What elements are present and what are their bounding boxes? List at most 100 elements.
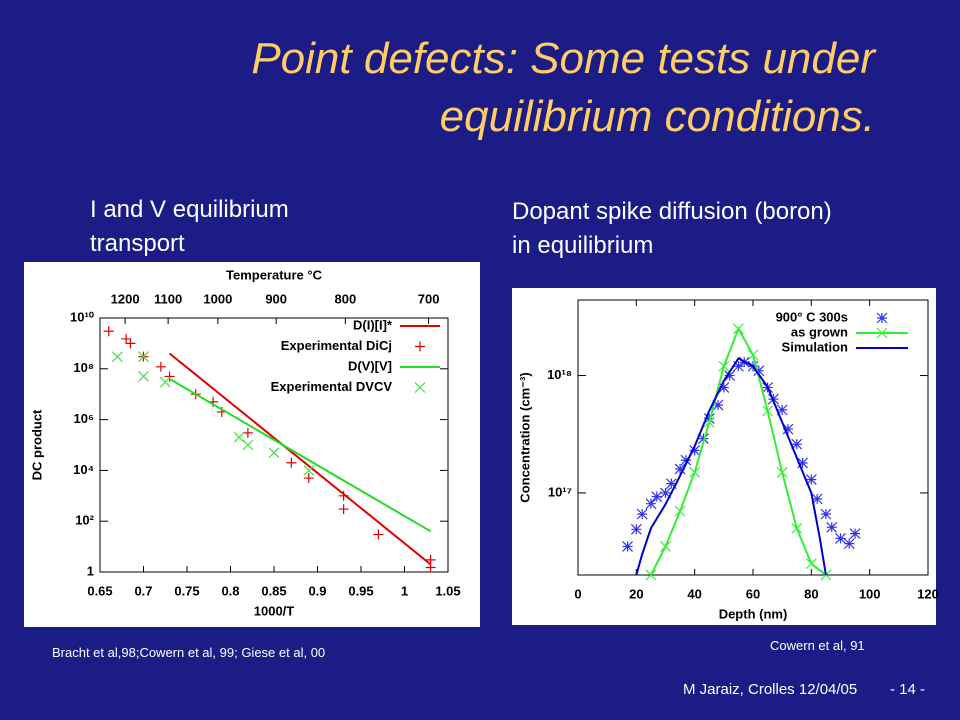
data-point (645, 569, 657, 581)
x2-tick-label: 800 (334, 291, 356, 306)
data-point (835, 532, 846, 544)
legend-marker (415, 341, 425, 352)
data-point (747, 349, 759, 361)
data-point (732, 323, 744, 335)
x-tick-label: 80 (804, 586, 818, 601)
data-point (724, 370, 736, 381)
legend-marker (876, 312, 888, 324)
x2-tick-label: 700 (418, 291, 440, 306)
x2-axis-label: Temperature °C (226, 267, 323, 282)
data-point (125, 338, 136, 349)
plot-frame (577, 299, 929, 576)
plot-frame (99, 317, 449, 573)
chart-panel (512, 288, 936, 625)
data-point (762, 405, 774, 417)
data-point (697, 433, 709, 445)
x-tick-label: 0.75 (174, 583, 199, 598)
title-line: Point defects: Some tests under (251, 34, 875, 83)
data-point (622, 541, 634, 552)
data-point (286, 457, 297, 468)
legend-label: 900° C 300s (776, 309, 848, 324)
y-tick-label: 10¹⁷ (548, 484, 572, 499)
legend-label: Simulation (782, 339, 849, 354)
data-point (303, 464, 315, 476)
x-tick-label: 40 (687, 586, 701, 601)
x-tick-label: 20 (629, 586, 643, 601)
y-tick-label: 1 (87, 563, 94, 578)
data-point (718, 360, 730, 372)
legend-label: Experimental DVCV (271, 379, 393, 394)
data-point (826, 521, 838, 533)
x-tick-label: 0.8 (221, 583, 239, 598)
data-point (718, 382, 730, 393)
data-point (805, 474, 817, 485)
data-point (268, 447, 280, 459)
x-tick-label: 0.95 (348, 583, 373, 598)
y-tick-label: 10¹⁸ (547, 367, 572, 382)
data-point (776, 404, 788, 416)
series-line (168, 352, 432, 566)
data-point (820, 569, 832, 581)
data-point (689, 466, 701, 478)
data-point (651, 491, 663, 503)
y-axis-label: Concentration (cm⁻³) (517, 372, 532, 502)
left-caption: I and V equilibrium transport (90, 196, 289, 257)
legend-marker (876, 327, 888, 339)
x-axis-label: 1000/T (254, 603, 295, 618)
data-point (849, 528, 861, 540)
series-line (169, 378, 432, 533)
right-citation: Cowern et al, 91 (770, 638, 865, 653)
y-tick-label: 10⁸ (73, 360, 94, 375)
data-point (732, 360, 744, 372)
x-tick-label: 1 (401, 583, 408, 598)
x2-tick-label: 1100 (154, 291, 182, 306)
data-point (665, 478, 677, 490)
y-tick-label: 10⁶ (74, 411, 94, 426)
data-point (242, 439, 254, 451)
data-point (338, 504, 349, 515)
x-tick-label: 0.7 (134, 583, 152, 598)
x2-tick-label: 900 (265, 291, 287, 306)
data-point (645, 498, 657, 510)
data-point (805, 558, 817, 570)
x-tick-label: 0 (574, 586, 581, 601)
series-line (635, 357, 827, 576)
data-point (660, 541, 671, 552)
data-point (338, 490, 349, 501)
data-point (242, 427, 253, 438)
slide-title: Point defects: Some tests under equilibr… (251, 30, 875, 146)
x-tick-label: 0.9 (308, 583, 326, 598)
data-point (753, 365, 765, 377)
data-point (811, 493, 823, 505)
data-point (233, 431, 245, 443)
x-tick-label: 1.05 (435, 583, 460, 598)
x-tick-label: 0.85 (261, 583, 286, 598)
x2-tick-label: 1000 (203, 291, 232, 306)
x2-tick-label: 1200 (111, 291, 140, 306)
right-caption: Dopant spike diffusion (boron) in equili… (512, 198, 832, 259)
page-number: - 14 - (890, 681, 926, 698)
data-point (791, 522, 803, 534)
y-tick-label: 10² (75, 513, 94, 528)
data-point (660, 487, 671, 499)
legend-label: as grown (791, 324, 848, 339)
data-point (138, 351, 149, 363)
data-point (636, 508, 648, 520)
y-tick-label: 10⁴ (73, 462, 94, 477)
data-point (797, 457, 809, 469)
data-point (303, 473, 314, 484)
data-point (680, 454, 692, 466)
x-tick-label: 100 (859, 586, 881, 601)
data-point (425, 562, 436, 573)
data-point (121, 333, 132, 344)
legend-label: D(V)[V] (348, 358, 392, 373)
y-tick-label: 10¹⁰ (70, 309, 95, 324)
data-point (843, 538, 855, 550)
data-point (111, 351, 123, 363)
data-point (791, 438, 803, 450)
data-point (373, 529, 384, 540)
x-tick-label: 120 (917, 586, 939, 601)
data-point (674, 463, 686, 475)
